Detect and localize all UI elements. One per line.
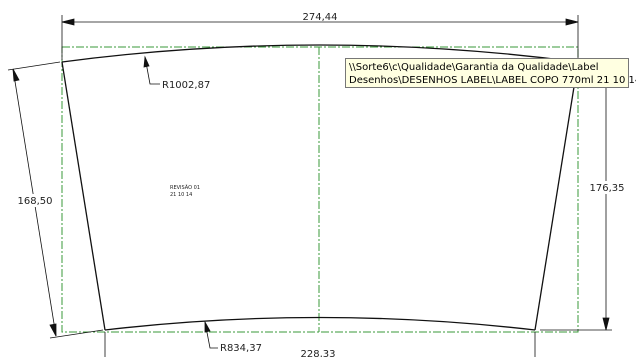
- tooltip-box: [345, 58, 629, 88]
- note-text: 21 10 14: [170, 192, 192, 198]
- dim-text: R1002,87: [162, 80, 210, 91]
- right-edge: [534, 61, 579, 331]
- bottom-arc: [104, 316, 536, 331]
- dim-text: 274,44: [303, 12, 338, 23]
- note-text: REVISÃO 01: [170, 184, 200, 191]
- dim-text: 168,50: [18, 196, 53, 207]
- tooltip: \\Sorte6\c\Qualidade\Garantia da Qualida…: [345, 58, 636, 88]
- arrows: [61, 18, 579, 26]
- text-bg: [15, 194, 55, 207]
- top-arc: [61, 44, 579, 63]
- dim-text: 176,35: [590, 183, 625, 194]
- dim-text: R834,37: [220, 343, 262, 354]
- arrow: [204, 320, 211, 333]
- arrows: [12, 68, 57, 337]
- label-outline: [61, 44, 579, 331]
- arrow: [143, 55, 150, 68]
- ext-line: [49, 329, 104, 339]
- ext-line: [7, 61, 61, 71]
- frame: [61, 46, 579, 333]
- frame-rect: [61, 46, 579, 333]
- left-edge: [61, 61, 106, 331]
- text-bg: [586, 181, 628, 194]
- dim-text: 228,33: [301, 349, 336, 357]
- tooltip-text: \\Sorte6\c\Qualidade\Garantia da Qualida…: [349, 62, 599, 73]
- tooltip-text: Desenhos\DESENHOS LABEL\LABEL COPO 770ml…: [349, 75, 636, 86]
